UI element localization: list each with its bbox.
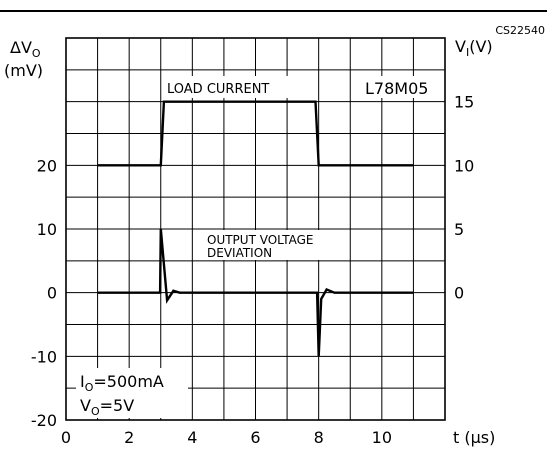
x-tick-label: 10 — [372, 428, 392, 447]
plot-frame — [65, 37, 446, 421]
conditions-bg — [76, 368, 188, 418]
y-right-tick-label: 0 — [454, 284, 464, 303]
y-left-label: ΔVO — [10, 38, 41, 60]
series-group — [97, 100, 414, 357]
deviation-label-bg — [203, 230, 343, 260]
load-current-line — [97, 100, 414, 167]
y-right-tick-label: 5 — [454, 220, 464, 239]
part-number-label: L78M05 — [365, 79, 428, 98]
y-left-tick-label: -20 — [31, 411, 57, 430]
y-left-unit: (mV) — [4, 61, 43, 80]
load-label-bg — [162, 76, 292, 98]
x-axis-label: t (μs) — [453, 428, 495, 447]
y-left-tick-label: 20 — [37, 156, 57, 175]
io-condition: IO=500mA — [80, 372, 164, 394]
part-label-bg — [360, 76, 440, 98]
vo-condition: VO=5V — [80, 396, 134, 418]
x-tick-label: 4 — [187, 428, 197, 447]
grid — [66, 38, 445, 420]
x-tick-label: 2 — [124, 428, 134, 447]
y-right-label: VI(V) — [455, 37, 493, 59]
deviation-label: DEVIATION — [207, 246, 272, 260]
x-tick-label: 8 — [314, 428, 324, 447]
tick-labels: 0 2 4 6 8 10 -20 -10 0 10 20 0 5 10 15 — [31, 93, 475, 447]
load-current-label: LOAD CURRENT — [167, 82, 269, 97]
x-tick-label: 0 — [61, 428, 71, 447]
top-rule — [0, 10, 547, 12]
y-left-tick-label: -10 — [31, 347, 57, 366]
y-left-tick-label: 10 — [37, 220, 57, 239]
output-voltage-label: OUTPUT VOLTAGE — [207, 233, 313, 247]
figure-code: CS22540 — [495, 24, 545, 37]
y-left-tick-label: 0 — [47, 284, 57, 303]
y-right-tick-label: 15 — [454, 93, 474, 112]
y-right-tick-label: 10 — [454, 156, 474, 175]
output-deviation-line — [97, 228, 414, 357]
x-tick-label: 6 — [250, 428, 260, 447]
